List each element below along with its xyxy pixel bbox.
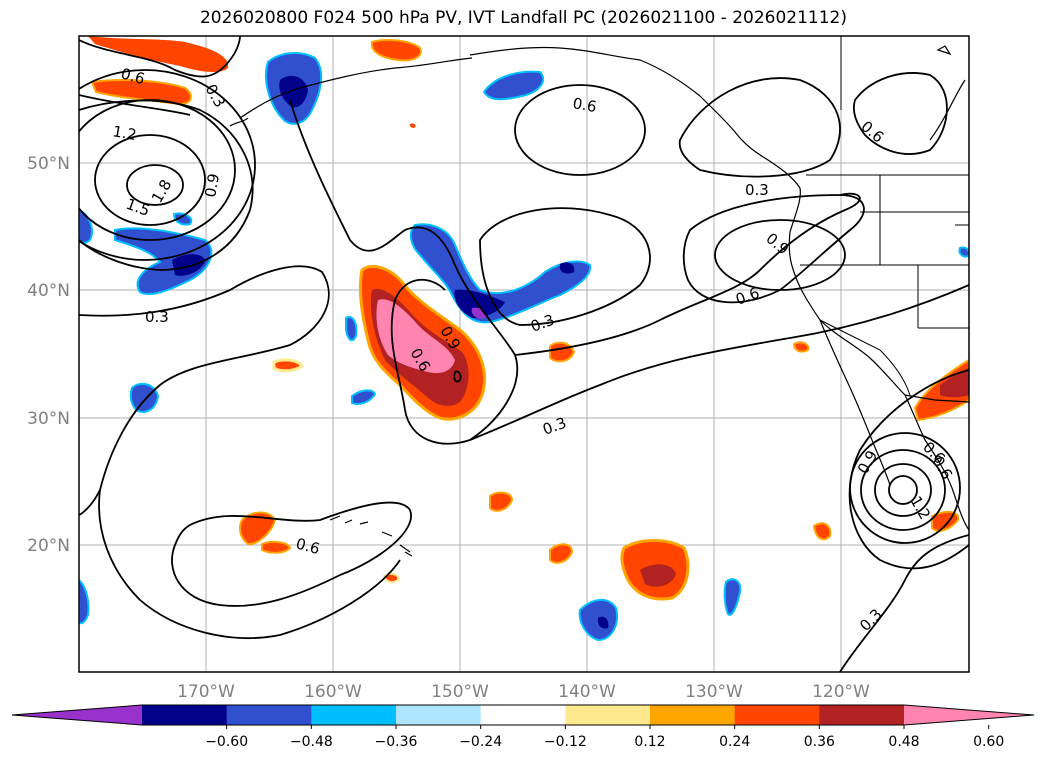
- colorbar-tick-label: −0.12: [544, 734, 587, 750]
- lat-label: 50°N: [27, 154, 70, 174]
- colorbar-swatch: [819, 705, 905, 725]
- plot-frame: [78, 35, 970, 673]
- colorbar-tick-label: −0.48: [290, 734, 333, 750]
- colorbar-swatch: [480, 705, 566, 725]
- lat-label: 20°N: [27, 536, 70, 556]
- colorbar-tick-label: 0.24: [719, 734, 750, 750]
- lon-label: 140°W: [558, 682, 616, 702]
- colorbar: −0.60 −0.48 −0.36 −0.24 −0.12 0.12 0.24 0.36 0.4…: [11, 704, 1035, 750]
- contour-label: 0.3: [745, 181, 769, 199]
- contour-label: 1.2: [111, 122, 138, 144]
- lon-label: 130°W: [685, 682, 743, 702]
- lat-label: 30°N: [27, 409, 70, 429]
- colorbar-swatch: [565, 705, 651, 725]
- contour-label: 0.6: [119, 64, 147, 88]
- colorbar-tick-label: −0.60: [205, 734, 248, 750]
- colorbar-tick-label: 0.48: [888, 734, 919, 750]
- contour-label: 0.9: [201, 172, 223, 199]
- coastlines: [229, 45, 969, 557]
- contours: [79, 36, 969, 672]
- lon-label: 150°W: [431, 682, 489, 702]
- longitude-labels: 170°W 160°W 150°W 140°W 130°W 120°W: [177, 682, 870, 702]
- colorbar-swatch: [142, 705, 228, 725]
- colorbar-swatch: [311, 705, 397, 725]
- contour-label: 0.3: [145, 308, 169, 326]
- colorbar-swatch: [734, 705, 820, 725]
- colorbar-tick-label: −0.24: [459, 734, 502, 750]
- colorbar-tick-label: 0.60: [973, 734, 1004, 750]
- colorbar-tick-label: −0.36: [375, 734, 418, 750]
- colorbar-swatch: [12, 705, 142, 725]
- lon-label: 160°W: [304, 682, 362, 702]
- colorbar-tick-label: 0.12: [634, 734, 665, 750]
- pv-shading: [79, 36, 969, 642]
- contour-label: 0.6: [571, 94, 598, 116]
- lon-label: 120°W: [812, 682, 870, 702]
- lon-label: 170°W: [177, 682, 235, 702]
- lat-label: 40°N: [27, 281, 70, 301]
- latitude-labels: 50°N 40°N 30°N 20°N: [27, 154, 70, 556]
- map-title: 2026020800 F024 500 hPa PV, IVT Landfall…: [199, 8, 847, 28]
- colorbar-tick-label: 0.36: [804, 734, 835, 750]
- colorbar-swatch: [904, 705, 1034, 725]
- colorbar-swatch: [226, 705, 312, 725]
- colorbar-swatch: [650, 705, 736, 725]
- colorbar-swatch: [396, 705, 482, 725]
- contour-label: 0.6: [294, 534, 322, 558]
- colorbar-outline: [11, 704, 1035, 726]
